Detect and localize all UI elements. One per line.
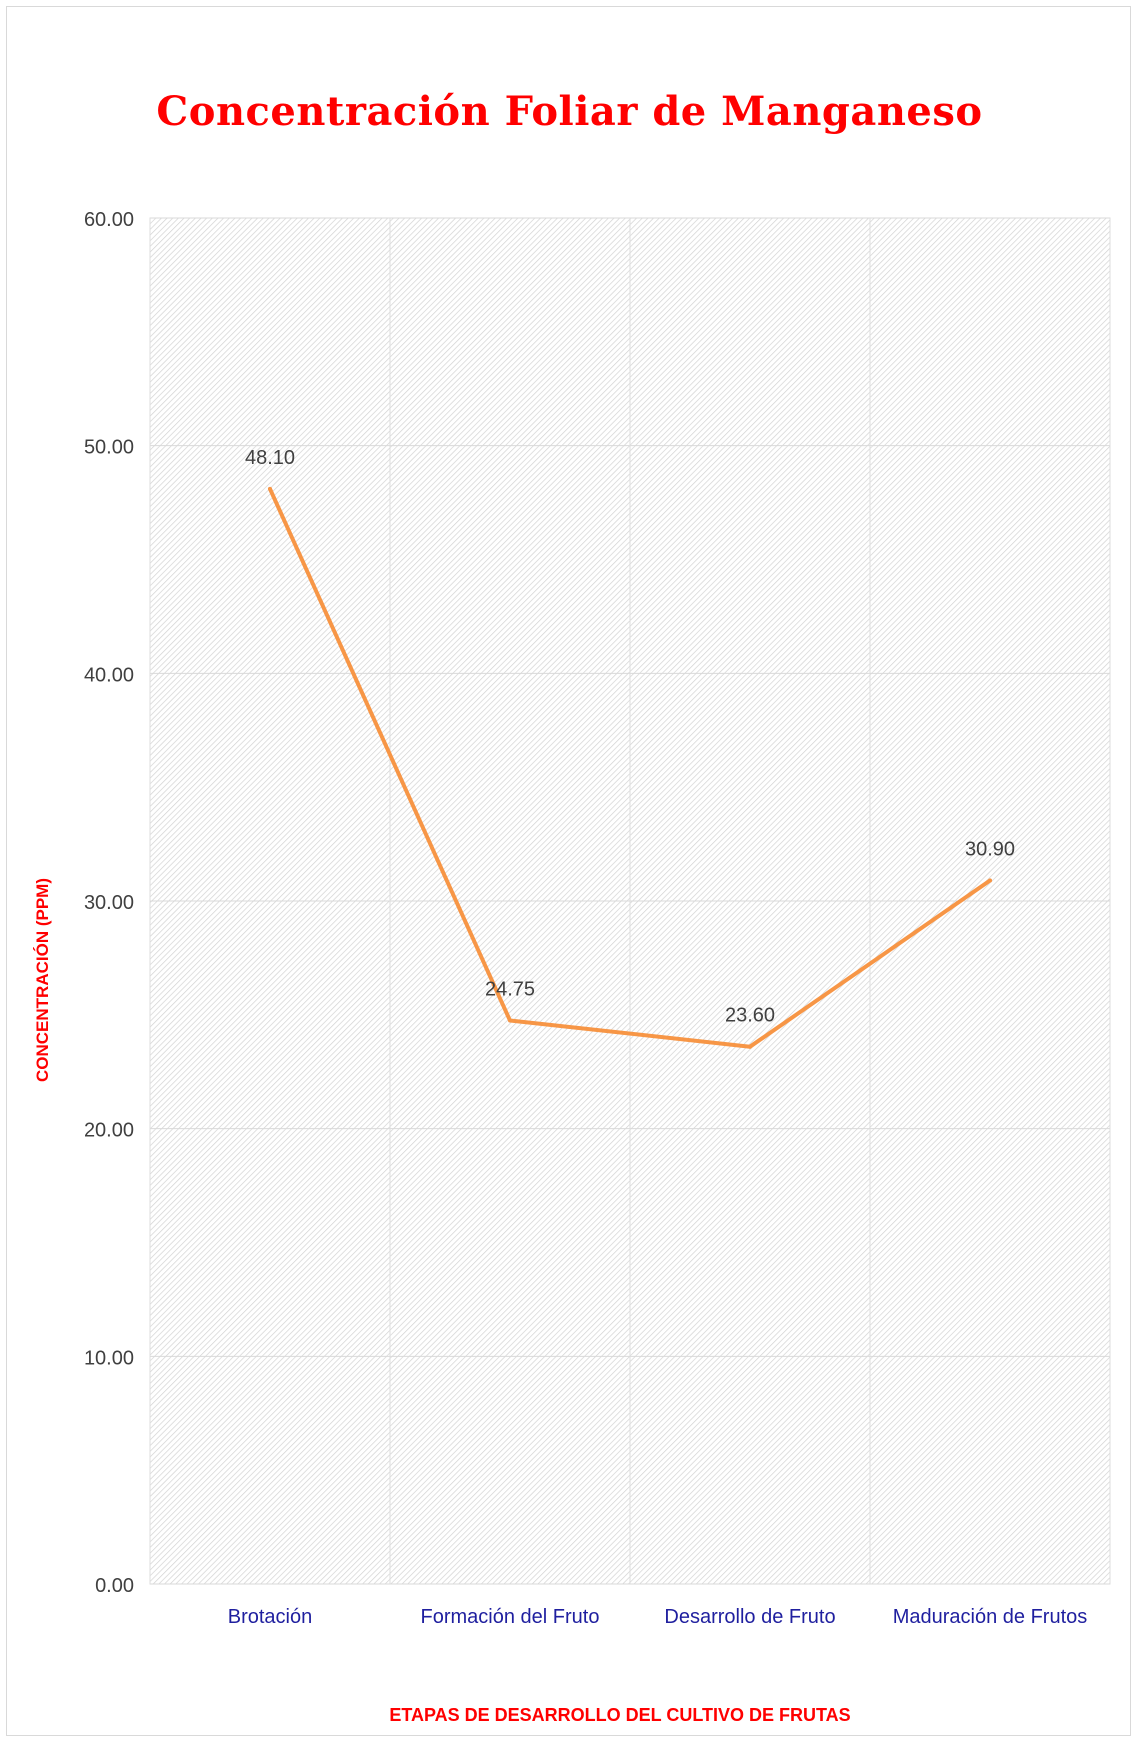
chart-title: Concentración Foliar de Manganeso [156,88,983,135]
data-label: 30.90 [965,839,1015,861]
y-tick-label: 20.00 [84,1120,134,1142]
x-tick-label: Maduración de Frutos [893,1606,1088,1628]
y-tick-label: 40.00 [84,664,134,686]
y-tick-labels: 0.00 10.00 20.00 30.00 40.00 50.00 60.00 [84,209,134,1597]
y-tick-label: 0.00 [95,1575,134,1597]
x-tick-label: Brotación [228,1606,313,1628]
series-group [268,486,992,1049]
x-tick-label: Desarrollo de Fruto [664,1606,835,1628]
gridlines [149,217,1111,1585]
data-label: 48.10 [245,447,295,469]
data-point [268,486,272,491]
series-line [268,486,992,1049]
y-tick-label: 10.00 [84,1347,134,1369]
data-labels: 48.10 24.75 23.60 30.90 [245,447,1015,1027]
y-tick-label: 50.00 [84,437,134,459]
x-tick-label: Formación del Fruto [421,1606,600,1628]
y-tick-label: 60.00 [84,209,134,231]
x-tick-labels: Brotación Formación del Fruto Desarrollo d… [228,1606,1088,1628]
data-point [508,1018,512,1023]
data-point [748,1044,752,1049]
x-axis-title: ETAPAS DE DESARROLLO DEL CULTIVO DE FRUT… [389,1705,851,1725]
y-tick-label: 30.00 [84,892,134,914]
data-label: 23.60 [725,1005,775,1027]
data-point [988,878,992,883]
data-label: 24.75 [485,979,535,1001]
